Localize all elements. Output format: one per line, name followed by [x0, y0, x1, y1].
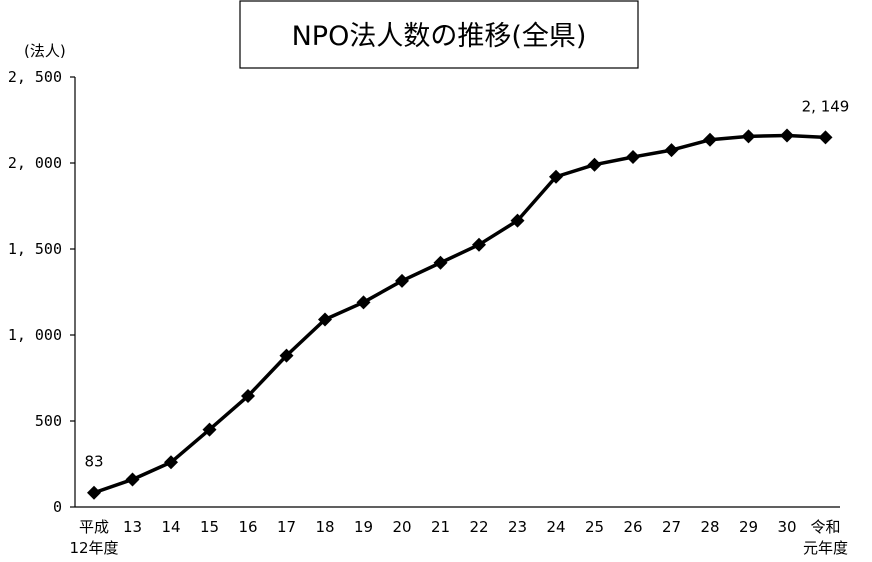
x-tick-label-line: 26 [623, 518, 642, 536]
data-label: 2, 149 [802, 97, 850, 115]
data-point-marker [318, 312, 332, 327]
x-tick-label-line: 25 [585, 518, 604, 536]
data-point-marker [780, 128, 794, 143]
x-tick-label-line: 27 [662, 518, 681, 536]
data-label: 83 [84, 453, 103, 471]
data-point-marker [818, 130, 833, 145]
x-tick-label: 22 [469, 518, 488, 536]
x-tick-label-line: 28 [700, 518, 719, 536]
x-tick-label-line: 17 [277, 518, 296, 536]
data-point-marker [202, 422, 217, 437]
y-axis-ticks: 0 500 1, 000 1, 500 2, 000 2, 500 [8, 68, 75, 516]
series-group [87, 128, 833, 500]
x-tick-label-line: 13 [123, 518, 142, 536]
y-tick-label: 1, 000 [8, 326, 62, 344]
y-tick-label: 0 [53, 498, 62, 516]
x-tick-label: 28 [700, 518, 719, 536]
data-point-marker [164, 455, 178, 470]
x-tick-label: 18 [315, 518, 334, 536]
axes [74, 77, 840, 508]
data-point-marker [587, 157, 602, 172]
chart-title-box [239, 0, 639, 69]
data-point-marker [664, 143, 679, 158]
data-point-marker [125, 472, 140, 487]
x-tick-label: 19 [354, 518, 373, 536]
x-tick-label-line: 29 [739, 518, 758, 536]
data-point-marker [703, 132, 717, 147]
x-tick-label-line: 16 [238, 518, 257, 536]
data-point-marker [549, 169, 563, 184]
chart-title: NPO法人数の推移(全県) [292, 21, 587, 52]
data-point-marker [356, 295, 371, 310]
x-tick-label: 16 [238, 518, 257, 536]
x-tick-label: 26 [623, 518, 642, 536]
x-tick-label-line: 22 [469, 518, 488, 536]
x-tick-label: 20 [392, 518, 411, 536]
y-tick-label: 2, 500 [8, 68, 62, 86]
data-point-marker [87, 485, 101, 500]
x-tick-label-line: 20 [392, 518, 411, 536]
x-tick-label-line: 21 [431, 518, 450, 536]
x-axis-labels: 平成 12年度 13 14 15 16 17 18 19 20 21 22 23 24 25 26 27 28 29… [69, 518, 848, 557]
x-tick-label: 17 [277, 518, 296, 536]
data-point-marker [279, 348, 294, 363]
x-tick-label: 25 [585, 518, 604, 536]
x-tick-label: 13 [123, 518, 142, 536]
data-point-marker [741, 129, 756, 144]
x-tick-label: 平成 12年度 [69, 518, 118, 557]
x-tick-label-line: 19 [354, 518, 373, 536]
x-tick-label-line: 24 [546, 518, 565, 536]
x-tick-label: 23 [508, 518, 527, 536]
x-tick-label: 27 [662, 518, 681, 536]
x-tick-label-line: 14 [161, 518, 180, 536]
x-tick-label: 14 [161, 518, 180, 536]
x-tick-label: 令和元年度 [803, 518, 848, 557]
y-tick-label: 1, 500 [8, 240, 62, 258]
x-tick-label-line: 30 [777, 518, 796, 536]
x-tick-label-line: 令和 [810, 518, 840, 536]
x-tick-label-line: 平成 [79, 518, 109, 536]
data-labels: 83 2, 149 [84, 97, 849, 470]
data-point-marker [241, 389, 255, 404]
y-axis-unit-label: (法人) [24, 42, 66, 60]
series-line [93, 133, 826, 495]
x-tick-label-line: 18 [315, 518, 334, 536]
x-tick-label-line: 15 [200, 518, 219, 536]
data-point-marker [433, 255, 448, 270]
data-point-marker [510, 213, 525, 228]
x-tick-label-line: 23 [508, 518, 527, 536]
data-point-marker [626, 149, 640, 164]
y-tick-label: 2, 000 [8, 154, 62, 172]
x-tick-label: 29 [739, 518, 758, 536]
y-tick-label: 500 [35, 412, 62, 430]
x-tick-label: 30 [777, 518, 796, 536]
x-tick-label-line: 12年度 [69, 539, 118, 557]
data-point-marker [472, 237, 486, 252]
x-tick-label: 21 [431, 518, 450, 536]
x-tick-label: 24 [546, 518, 565, 536]
data-point-marker [395, 273, 409, 288]
x-tick-label-line: 元年度 [803, 539, 848, 557]
x-tick-label: 15 [200, 518, 219, 536]
